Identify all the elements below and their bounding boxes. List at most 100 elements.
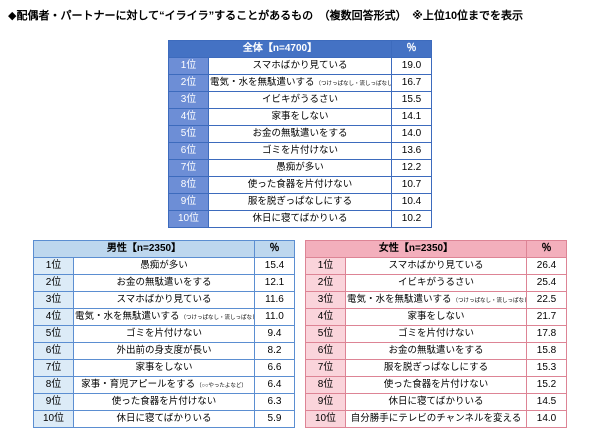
item-label: 家事をしない bbox=[271, 111, 329, 123]
rank-cell: 1位 bbox=[33, 257, 74, 275]
table-header-row: 男性【n=2350】 ％ bbox=[33, 240, 295, 258]
value-cell: 6.6 bbox=[254, 359, 295, 377]
value-cell: 9.4 bbox=[254, 325, 295, 343]
value-cell: 15.5 bbox=[391, 91, 432, 109]
rank-cell: 9位 bbox=[168, 193, 209, 211]
item-label: 休日に寝てばかりいる bbox=[252, 213, 348, 225]
rank-cell: 10位 bbox=[168, 210, 209, 228]
item-cell: お金の無駄遣いをする bbox=[73, 274, 255, 292]
value-cell: 15.4 bbox=[254, 257, 295, 275]
rank-cell: 2位 bbox=[33, 274, 74, 292]
value-cell: 14.0 bbox=[526, 410, 567, 428]
table-body: 1位 スマホばかり見ている 19.0 2位 電気・水を無駄遣いする（つけっぱなし・流しっ… bbox=[168, 57, 432, 228]
rank-cell: 6位 bbox=[305, 342, 346, 360]
item-cell: 使った食器を片付けない bbox=[208, 176, 392, 194]
table-row: 7位 服を脱ぎっぱなしにする 15.3 bbox=[305, 359, 567, 377]
rank-cell: 10位 bbox=[33, 410, 74, 428]
item-label: 電気・水を無駄遣いする bbox=[75, 311, 180, 323]
percent-header: ％ bbox=[254, 240, 295, 258]
value-cell: 14.0 bbox=[391, 125, 432, 143]
item-cell: 使った食器を片付けない bbox=[345, 376, 527, 394]
table-men: 男性【n=2350】 ％ 1位 愚痴が多い 15.4 2位 お金の無駄遣いをする 12.1… bbox=[33, 240, 295, 428]
item-cell: 電気・水を無駄遣いする（つけっぱなし・流しっぱなし） bbox=[73, 308, 255, 326]
rank-cell: 4位 bbox=[33, 308, 74, 326]
item-cell: 使った食器を片付けない bbox=[73, 393, 255, 411]
item-cell: ゴミを片付けない bbox=[345, 325, 527, 343]
item-label: 自分勝手にテレビのチャンネルを変える bbox=[350, 413, 522, 425]
item-cell: 服を脱ぎっぱなしにする bbox=[345, 359, 527, 377]
value-cell: 14.1 bbox=[391, 108, 432, 126]
value-cell: 5.9 bbox=[254, 410, 295, 428]
table-row: 3位 スマホばかり見ている 11.6 bbox=[33, 291, 295, 309]
table-row: 8位 家事・育児アピールをする（○○やったよなど） 6.4 bbox=[33, 376, 295, 394]
item-label: スマホばかり見ている bbox=[388, 260, 484, 272]
value-cell: 15.8 bbox=[526, 342, 567, 360]
value-cell: 6.3 bbox=[254, 393, 295, 411]
value-cell: 22.5 bbox=[526, 291, 567, 309]
value-cell: 12.1 bbox=[254, 274, 295, 292]
rank-cell: 8位 bbox=[33, 376, 74, 394]
item-note: （○○やったよなど） bbox=[196, 383, 247, 390]
item-cell: お金の無駄遣いをする bbox=[208, 125, 392, 143]
item-cell: ゴミを片付けない bbox=[73, 325, 255, 343]
item-label: イビキがうるさい bbox=[261, 94, 338, 106]
item-label: 家事をしない bbox=[135, 362, 193, 374]
group-header: 男性【n=2350】 bbox=[33, 240, 255, 258]
item-cell: 家事・育児アピールをする（○○やったよなど） bbox=[73, 376, 255, 394]
value-cell: 12.2 bbox=[391, 159, 432, 177]
rank-cell: 1位 bbox=[168, 57, 209, 75]
table-row: 8位 使った食器を片付けない 15.2 bbox=[305, 376, 567, 394]
table-row: 10位 休日に寝てばかりいる 5.9 bbox=[33, 410, 295, 428]
table-row: 1位 スマホばかり見ている 26.4 bbox=[305, 257, 567, 275]
rank-cell: 8位 bbox=[305, 376, 346, 394]
rank-cell: 5位 bbox=[33, 325, 74, 343]
item-cell: 自分勝手にテレビのチャンネルを変える bbox=[345, 410, 527, 428]
value-cell: 10.2 bbox=[391, 210, 432, 228]
rank-cell: 6位 bbox=[33, 342, 74, 360]
item-cell: 休日に寝てばかりいる bbox=[73, 410, 255, 428]
value-cell: 11.0 bbox=[254, 308, 295, 326]
table-row: 8位 使った食器を片付けない 10.7 bbox=[168, 176, 432, 194]
rank-cell: 3位 bbox=[305, 291, 346, 309]
table-row: 9位 使った食器を片付けない 6.3 bbox=[33, 393, 295, 411]
table-row: 4位 家事をしない 14.1 bbox=[168, 108, 432, 126]
item-label: 愚痴が多い bbox=[276, 162, 324, 174]
table-row: 5位 ゴミを片付けない 9.4 bbox=[33, 325, 295, 343]
item-label: ゴミを片付けない bbox=[125, 328, 202, 340]
value-cell: 13.6 bbox=[391, 142, 432, 160]
value-cell: 15.2 bbox=[526, 376, 567, 394]
item-cell: イビキがうるさい bbox=[208, 91, 392, 109]
rank-cell: 7位 bbox=[305, 359, 346, 377]
item-label: イビキがうるさい bbox=[397, 277, 474, 289]
table-row: 5位 ゴミを片付けない 17.8 bbox=[305, 325, 567, 343]
table-header-row: 全体【n=4700】 ％ bbox=[168, 40, 432, 58]
group-header: 全体【n=4700】 bbox=[168, 40, 392, 58]
item-label: スマホばかり見ている bbox=[252, 60, 348, 72]
item-cell: スマホばかり見ている bbox=[345, 257, 527, 275]
rank-cell: 1位 bbox=[305, 257, 346, 275]
item-label: 電気・水を無駄遣いする bbox=[210, 77, 315, 89]
rank-cell: 3位 bbox=[168, 91, 209, 109]
table-women: 女性【n=2350】 ％ 1位 スマホばかり見ている 26.4 2位 イビキがうるさい 2… bbox=[305, 240, 567, 428]
item-label: 休日に寝てばかりいる bbox=[116, 413, 212, 425]
table-row: 10位 休日に寝てばかりいる 10.2 bbox=[168, 210, 432, 228]
item-label: 愚痴が多い bbox=[140, 260, 188, 272]
table-row: 4位 家事をしない 21.7 bbox=[305, 308, 567, 326]
item-label: 服を脱ぎっぱなしにする bbox=[383, 362, 489, 374]
rank-cell: 5位 bbox=[305, 325, 346, 343]
item-label: お金の無駄遣いをする bbox=[252, 128, 348, 140]
item-label: 服を脱ぎっぱなしにする bbox=[247, 196, 353, 208]
table-row: 5位 お金の無駄遣いをする 14.0 bbox=[168, 125, 432, 143]
item-cell: 休日に寝てばかりいる bbox=[345, 393, 527, 411]
rank-cell: 8位 bbox=[168, 176, 209, 194]
table-row: 9位 休日に寝てばかりいる 14.5 bbox=[305, 393, 567, 411]
item-note: （つけっぱなし・流しっぱなし） bbox=[315, 81, 392, 88]
table-body: 1位 スマホばかり見ている 26.4 2位 イビキがうるさい 25.4 3位 電気・水を無駄遣… bbox=[305, 257, 567, 428]
rank-cell: 3位 bbox=[33, 291, 74, 309]
rank-cell: 10位 bbox=[305, 410, 346, 428]
table-row: 2位 お金の無駄遣いをする 12.1 bbox=[33, 274, 295, 292]
value-cell: 10.7 bbox=[391, 176, 432, 194]
item-label: ゴミを片付けない bbox=[261, 145, 338, 157]
value-cell: 14.5 bbox=[526, 393, 567, 411]
